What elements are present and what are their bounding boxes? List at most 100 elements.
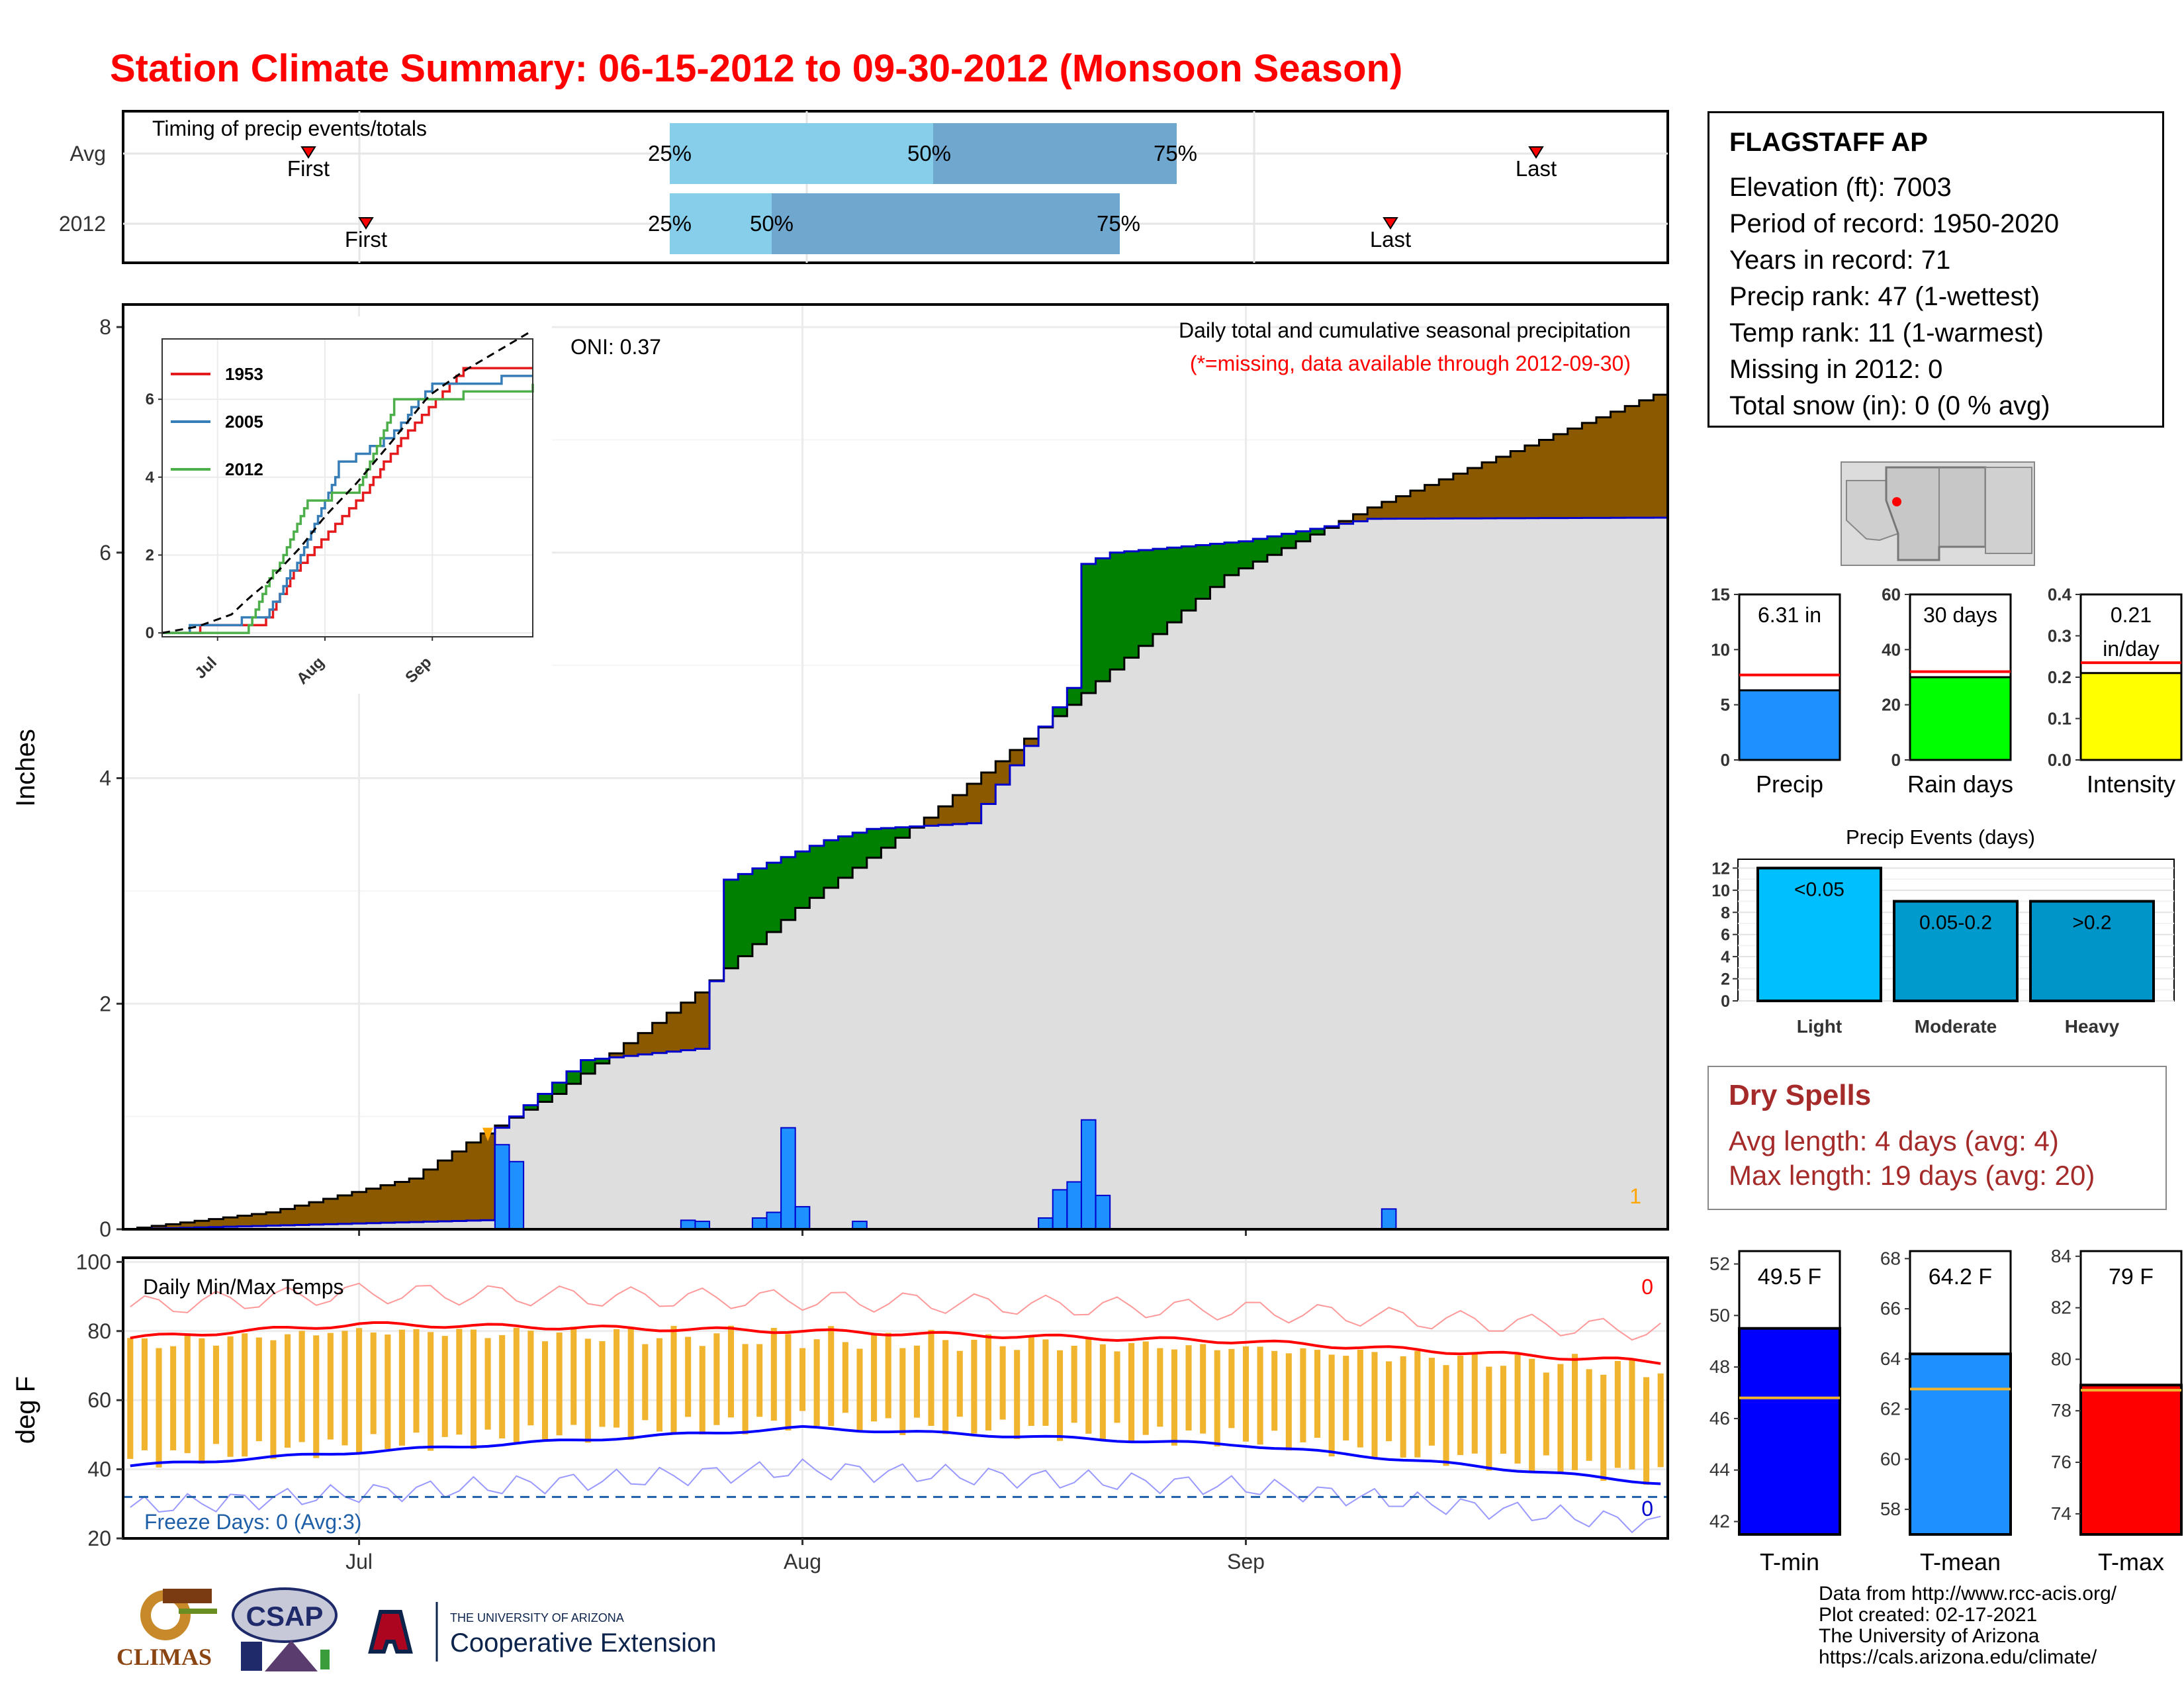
precip-y-tick-label: 0 <box>99 1217 111 1241</box>
daily-temp-range-bar <box>556 1333 563 1436</box>
credits: Data from http://www.rcc-acis.org/ Plot … <box>1819 1583 2116 1668</box>
station-location-dot <box>1892 497 1901 506</box>
deficit-segment <box>1396 496 1411 519</box>
timing-label: Timing of precip events/totals <box>152 117 427 140</box>
surplus-segment <box>738 874 753 957</box>
temp-summary-tick-label: 52 <box>1709 1253 1730 1274</box>
climas-logo: CLIMAS <box>116 1589 217 1670</box>
temp-summary-tick-label: 48 <box>1709 1356 1730 1377</box>
deficit-segment <box>924 818 939 826</box>
deficit-segment <box>195 1221 210 1228</box>
surplus-segment <box>1210 543 1225 587</box>
daily-temp-range-bar <box>985 1334 992 1431</box>
deficit-segment <box>1496 456 1511 518</box>
deficit-segment <box>251 1214 267 1227</box>
record-min-line <box>130 1458 1661 1534</box>
daily-temp-range-bar <box>1486 1366 1492 1471</box>
inset-average-line <box>161 331 530 634</box>
deficit-segment <box>1024 738 1039 746</box>
temp-summary-value-T-mean: 64.2 F <box>1929 1264 1992 1289</box>
cumulative-base-area <box>123 517 1668 1229</box>
events-category-label: Light <box>1797 1016 1842 1037</box>
month-label-aug: Aug <box>784 1550 821 1573</box>
temp-daily-bars <box>127 1325 1664 1485</box>
daily-temp-range-bar <box>541 1341 549 1442</box>
temp-lines <box>123 1282 1668 1534</box>
deficit-segment <box>1639 400 1654 518</box>
surplus-segment <box>1081 563 1097 693</box>
temp-summary-tick-label: 78 <box>2051 1400 2071 1421</box>
deficit-segment <box>152 1225 167 1229</box>
events-tick-label: 0 <box>1721 992 1730 1011</box>
events-title: Precip Events (days) <box>1846 825 2035 849</box>
surplus-segment <box>823 840 839 888</box>
average-cumulative-line <box>123 393 1668 1231</box>
csap-text: CSAP <box>246 1601 324 1632</box>
daily-temp-range-bar <box>899 1348 906 1435</box>
precip-frame <box>122 303 1669 1231</box>
daily-temp-range-bar <box>1271 1350 1278 1431</box>
daily-temp-range-bar <box>842 1342 848 1413</box>
inset-legend-label: 1953 <box>225 364 263 384</box>
precip-events-chart: Precip Events (days) <0.05 Light 0.05-0.2 M… <box>1711 825 2175 1037</box>
daily-temp-range-bar <box>1314 1350 1321 1438</box>
deficit-segment <box>623 1043 639 1056</box>
y2012-p75-label: 75% <box>1097 211 1140 236</box>
daily-temp-range-bar <box>713 1333 720 1425</box>
daily-temp-range-bar <box>1071 1346 1077 1423</box>
credit-url: https://cals.arizona.edu/climate/ <box>1819 1646 2097 1668</box>
surplus-segment <box>1153 549 1168 634</box>
daily-temp-range-bar <box>1142 1341 1149 1435</box>
avg-first-marker <box>300 146 316 159</box>
surplus-segment <box>1052 707 1068 716</box>
daily-precip-bar <box>508 1160 525 1231</box>
events-tick-label: 2 <box>1721 970 1730 989</box>
daily-temp-range-bar <box>828 1326 835 1427</box>
events-bar-label: >0.2 <box>2072 912 2111 934</box>
daily-temp-range-bar <box>441 1336 448 1437</box>
precip-y-tick-label: 4 <box>99 767 111 790</box>
surplus-segment <box>852 832 868 868</box>
deficit-segment <box>695 992 710 1049</box>
inset-y-tick-label: 0 <box>146 624 154 642</box>
daily-temp-range-bar <box>212 1345 220 1444</box>
events-tick-label: 8 <box>1721 904 1730 922</box>
deficit-segment <box>1582 422 1597 518</box>
daily-precip-bar <box>751 1217 768 1230</box>
station-precip-rank: Precip rank: 47 (1-wettest) <box>1729 282 2040 311</box>
precip-subtitle: (*=missing, data available through 2012-… <box>1190 352 1631 375</box>
daily-temp-range-bar <box>1543 1372 1549 1456</box>
daily-temp-range-bar <box>570 1327 577 1425</box>
daily-temp-range-bar <box>1099 1344 1106 1440</box>
dry-spells-title: Dry Spells <box>1729 1079 1872 1111</box>
station-years: Years in record: 71 <box>1729 246 1951 275</box>
temp-y-tick-label: 80 <box>87 1319 111 1343</box>
summary-tick-label: 0.2 <box>2048 667 2071 687</box>
deficit-segment <box>1510 451 1525 518</box>
daily-temp-range-bar <box>1128 1342 1135 1441</box>
temp-y-tick-label: 100 <box>76 1250 111 1274</box>
daily-temp-range-bar <box>313 1335 320 1458</box>
y2012-first-marker <box>358 217 374 230</box>
daily-temp-range-bar <box>614 1329 620 1428</box>
deficit-segment <box>638 1033 653 1055</box>
daily-temp-range-bar <box>428 1332 434 1451</box>
avg-max-line <box>130 1321 1661 1365</box>
deficit-segment <box>609 1053 624 1058</box>
y2012-first-label: First <box>345 227 387 252</box>
deficit-segment <box>266 1212 281 1226</box>
surplus-segment <box>1124 551 1139 658</box>
summary-value-Intensity: 0.21 <box>2111 603 2152 627</box>
daily-temp-range-bar <box>1300 1348 1306 1442</box>
daily-temp-range-bar <box>584 1338 591 1443</box>
locator-map <box>1841 461 2035 566</box>
deficit-segment <box>1553 434 1569 518</box>
inset-line-2005 <box>162 375 533 634</box>
surplus-segment <box>881 827 896 848</box>
surplus-segment <box>1238 541 1253 569</box>
daily-temp-range-bar <box>184 1335 191 1454</box>
daily-temp-range-bar <box>413 1329 420 1433</box>
summary-tick-label: 15 <box>1711 585 1730 604</box>
deficit-segment <box>466 1142 481 1221</box>
record-max-line <box>130 1282 1661 1341</box>
